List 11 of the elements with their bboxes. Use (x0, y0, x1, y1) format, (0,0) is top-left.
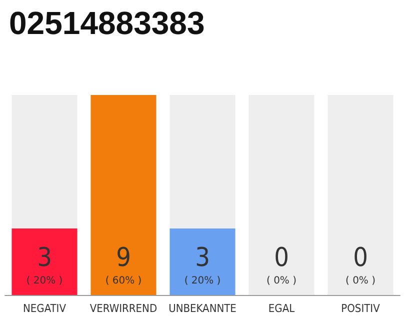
x-tick-label: UNBEKANNTE (168, 302, 236, 315)
data-label: 0 ( 0% ) (266, 243, 297, 286)
x-tick-label: POSITIV (341, 302, 380, 315)
data-label: 3 ( 20% ) (184, 243, 221, 286)
x-tick-label: NEGATIV (23, 302, 66, 315)
data-label: 3 ( 20% ) (26, 243, 63, 286)
chart-title: 02514883383 (9, 5, 205, 41)
x-tick-label: VERWIRREND (90, 302, 158, 315)
x-tick-label: EGAL (268, 302, 296, 315)
data-label: 9 ( 60% ) (105, 243, 142, 286)
data-label: 0 ( 0% ) (345, 243, 376, 286)
